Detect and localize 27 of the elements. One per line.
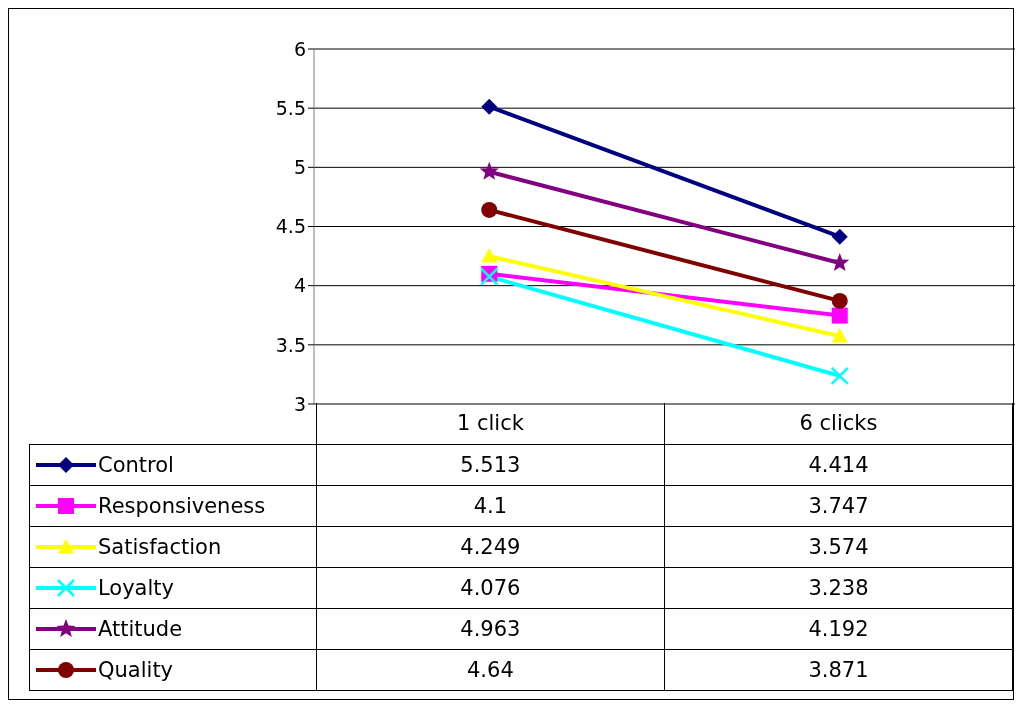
x-tick-label: 6 clicks	[664, 403, 1013, 444]
data-label: 4.192	[664, 608, 1013, 649]
legend-label: Attitude	[98, 617, 183, 641]
legend-label: Control	[98, 453, 174, 477]
y-tick-label: 4	[293, 274, 306, 297]
legend-label: Loyalty	[98, 576, 174, 600]
data-label: 4.64	[316, 649, 665, 690]
y-tick-label: 3	[293, 392, 306, 415]
y-tick-label: 4.5	[275, 215, 306, 238]
y-tick-label: 3.5	[275, 333, 306, 356]
data-label: 4.963	[316, 608, 665, 649]
data-label: 3.871	[664, 649, 1013, 690]
data-label: 3.574	[664, 526, 1013, 567]
data-label: 4.414	[664, 444, 1013, 485]
data-label: 3.747	[664, 485, 1013, 526]
x-tick-label: 1 click	[316, 403, 665, 444]
y-tick-label: 5.5	[275, 96, 306, 119]
data-label: 3.238	[664, 567, 1013, 608]
data-label: 4.249	[316, 526, 665, 567]
legend-label: Responsiveness	[98, 494, 266, 518]
data-label: 5.513	[316, 444, 665, 485]
y-tick-label: 6	[293, 37, 306, 60]
legend-label: Quality	[98, 658, 174, 682]
y-tick-label: 5	[293, 156, 306, 179]
data-label: 4.1	[316, 485, 665, 526]
data-label: 4.076	[316, 567, 665, 608]
legend-label: Satisfaction	[98, 535, 222, 559]
